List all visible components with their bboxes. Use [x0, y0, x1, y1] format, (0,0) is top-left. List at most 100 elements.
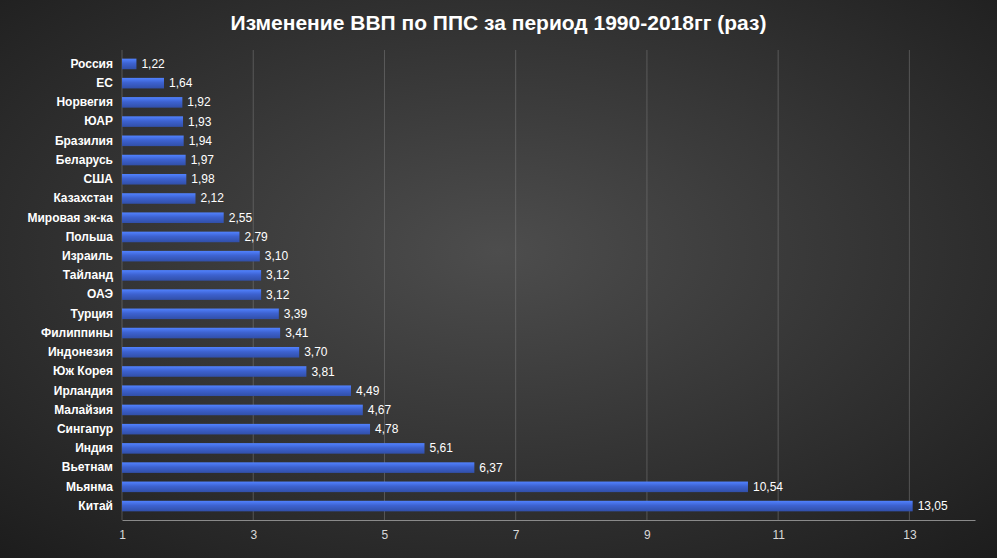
bar [122, 482, 748, 493]
data-label: 1,22 [141, 57, 165, 71]
data-label: 4,49 [356, 384, 380, 398]
value-axis: 135791113 [119, 520, 975, 542]
tick-label: Юж Корея [53, 364, 113, 378]
data-label: 2,55 [229, 211, 253, 225]
grid-line [646, 50, 647, 520]
data-label: 5,61 [429, 441, 453, 455]
bar [122, 385, 351, 396]
tick: Турция [71, 307, 122, 321]
tick: Китай [78, 499, 122, 513]
tick: Филиппины [41, 326, 122, 340]
tick: Россия [70, 57, 122, 71]
tick-label: Беларусь [56, 153, 113, 167]
data-label: 1,92 [187, 95, 211, 109]
axis-line [123, 520, 976, 521]
data-label: 3,39 [284, 307, 308, 321]
bar [122, 289, 261, 300]
bar [122, 462, 474, 473]
grid-line [515, 50, 516, 520]
tick-label: Ирландия [54, 384, 113, 398]
data-label: 1,93 [188, 115, 212, 129]
tick-label: 11 [772, 528, 785, 542]
tick: Вьетнам [62, 460, 122, 474]
data-label: 3,12 [266, 268, 290, 282]
tick-label: 3 [250, 528, 257, 542]
tick: Тайланд [63, 268, 122, 282]
tick: 5 [382, 520, 389, 542]
tick-label: Малайзия [54, 403, 113, 417]
bar [122, 78, 164, 89]
tick-label: 7 [513, 528, 520, 542]
tick-label: Казахстан [53, 191, 113, 205]
bar [122, 155, 186, 166]
bar [122, 366, 306, 377]
tick: Бразилия [55, 134, 122, 148]
tick: Индонезия [48, 345, 122, 359]
tick-label: Вьетнам [62, 460, 113, 474]
tick-label: 5 [382, 528, 389, 542]
tick-label: Норвегия [56, 95, 113, 109]
tick: 13 [903, 520, 917, 542]
tick-label: Польша [66, 230, 114, 244]
data-label: 1,94 [189, 134, 213, 148]
tick-label: 9 [644, 528, 651, 542]
data-labels: 1,22 1,64 1,92 1,93 1,94 1,97 1,98 2,12 2,55 2,79… [141, 57, 948, 513]
bar [122, 328, 280, 339]
tick-label: Индонезия [48, 345, 113, 359]
tick-label: Мьянма [66, 480, 113, 494]
tick: Малайзия [54, 403, 122, 417]
bar [122, 501, 913, 512]
bar [122, 116, 183, 127]
tick: Беларусь [56, 153, 122, 167]
tick-label: Бразилия [55, 134, 113, 148]
bar [122, 97, 182, 108]
tick: Ирландия [54, 384, 122, 398]
bar [122, 59, 136, 70]
tick-label: Китай [78, 499, 113, 513]
tick: США [84, 172, 122, 186]
bar [122, 270, 261, 281]
bar [122, 232, 239, 243]
grid-line [778, 50, 779, 520]
tick: 7 [513, 520, 520, 542]
tick: Сингапур [57, 422, 122, 436]
bar [122, 174, 186, 185]
bar [122, 309, 279, 320]
bar [122, 347, 299, 358]
tick-label: Турция [71, 307, 113, 321]
tick-label: ЕС [96, 76, 113, 90]
grid-line [909, 50, 910, 520]
tick-label: Филиппины [41, 326, 113, 340]
tick-label: Россия [70, 57, 113, 71]
tick: Индия [75, 441, 122, 455]
data-label: 10,54 [753, 480, 783, 494]
tick: Мировая эк-ка [27, 211, 122, 225]
data-label: 1,97 [191, 153, 215, 167]
data-label: 1,64 [169, 76, 193, 90]
data-label: 3,70 [304, 345, 328, 359]
tick: 3 [250, 520, 257, 542]
tick: 11 [772, 520, 785, 542]
background [0, 0, 997, 558]
tick-label: Израиль [62, 249, 113, 263]
tick: Юж Корея [53, 364, 122, 378]
grid [122, 50, 909, 520]
data-label: 3,81 [311, 365, 335, 379]
data-label: 3,10 [265, 249, 289, 263]
tick-label: Тайланд [63, 268, 114, 282]
chart: Изменение ВВП по ППС за период 1990-2018… [0, 0, 997, 558]
tick-label: Сингапур [57, 422, 113, 436]
bar [122, 212, 224, 223]
tick: 1 [119, 520, 126, 542]
category-axis: Россия ЕС Норвегия ЮАР Бразилия Беларусь США Ка… [27, 57, 122, 513]
data-label: 1,98 [191, 172, 215, 186]
data-label: 4,67 [368, 403, 392, 417]
tick-label: Мировая эк-ка [27, 211, 113, 225]
data-label: 2,79 [244, 230, 268, 244]
title: Изменение ВВП по ППС за период 1990-2018… [231, 11, 767, 34]
data-label: 6,37 [479, 461, 503, 475]
tick: Мьянма [66, 480, 122, 494]
tick-label: ЮАР [84, 114, 113, 128]
data-label: 2,12 [200, 191, 224, 205]
bar [122, 424, 370, 435]
